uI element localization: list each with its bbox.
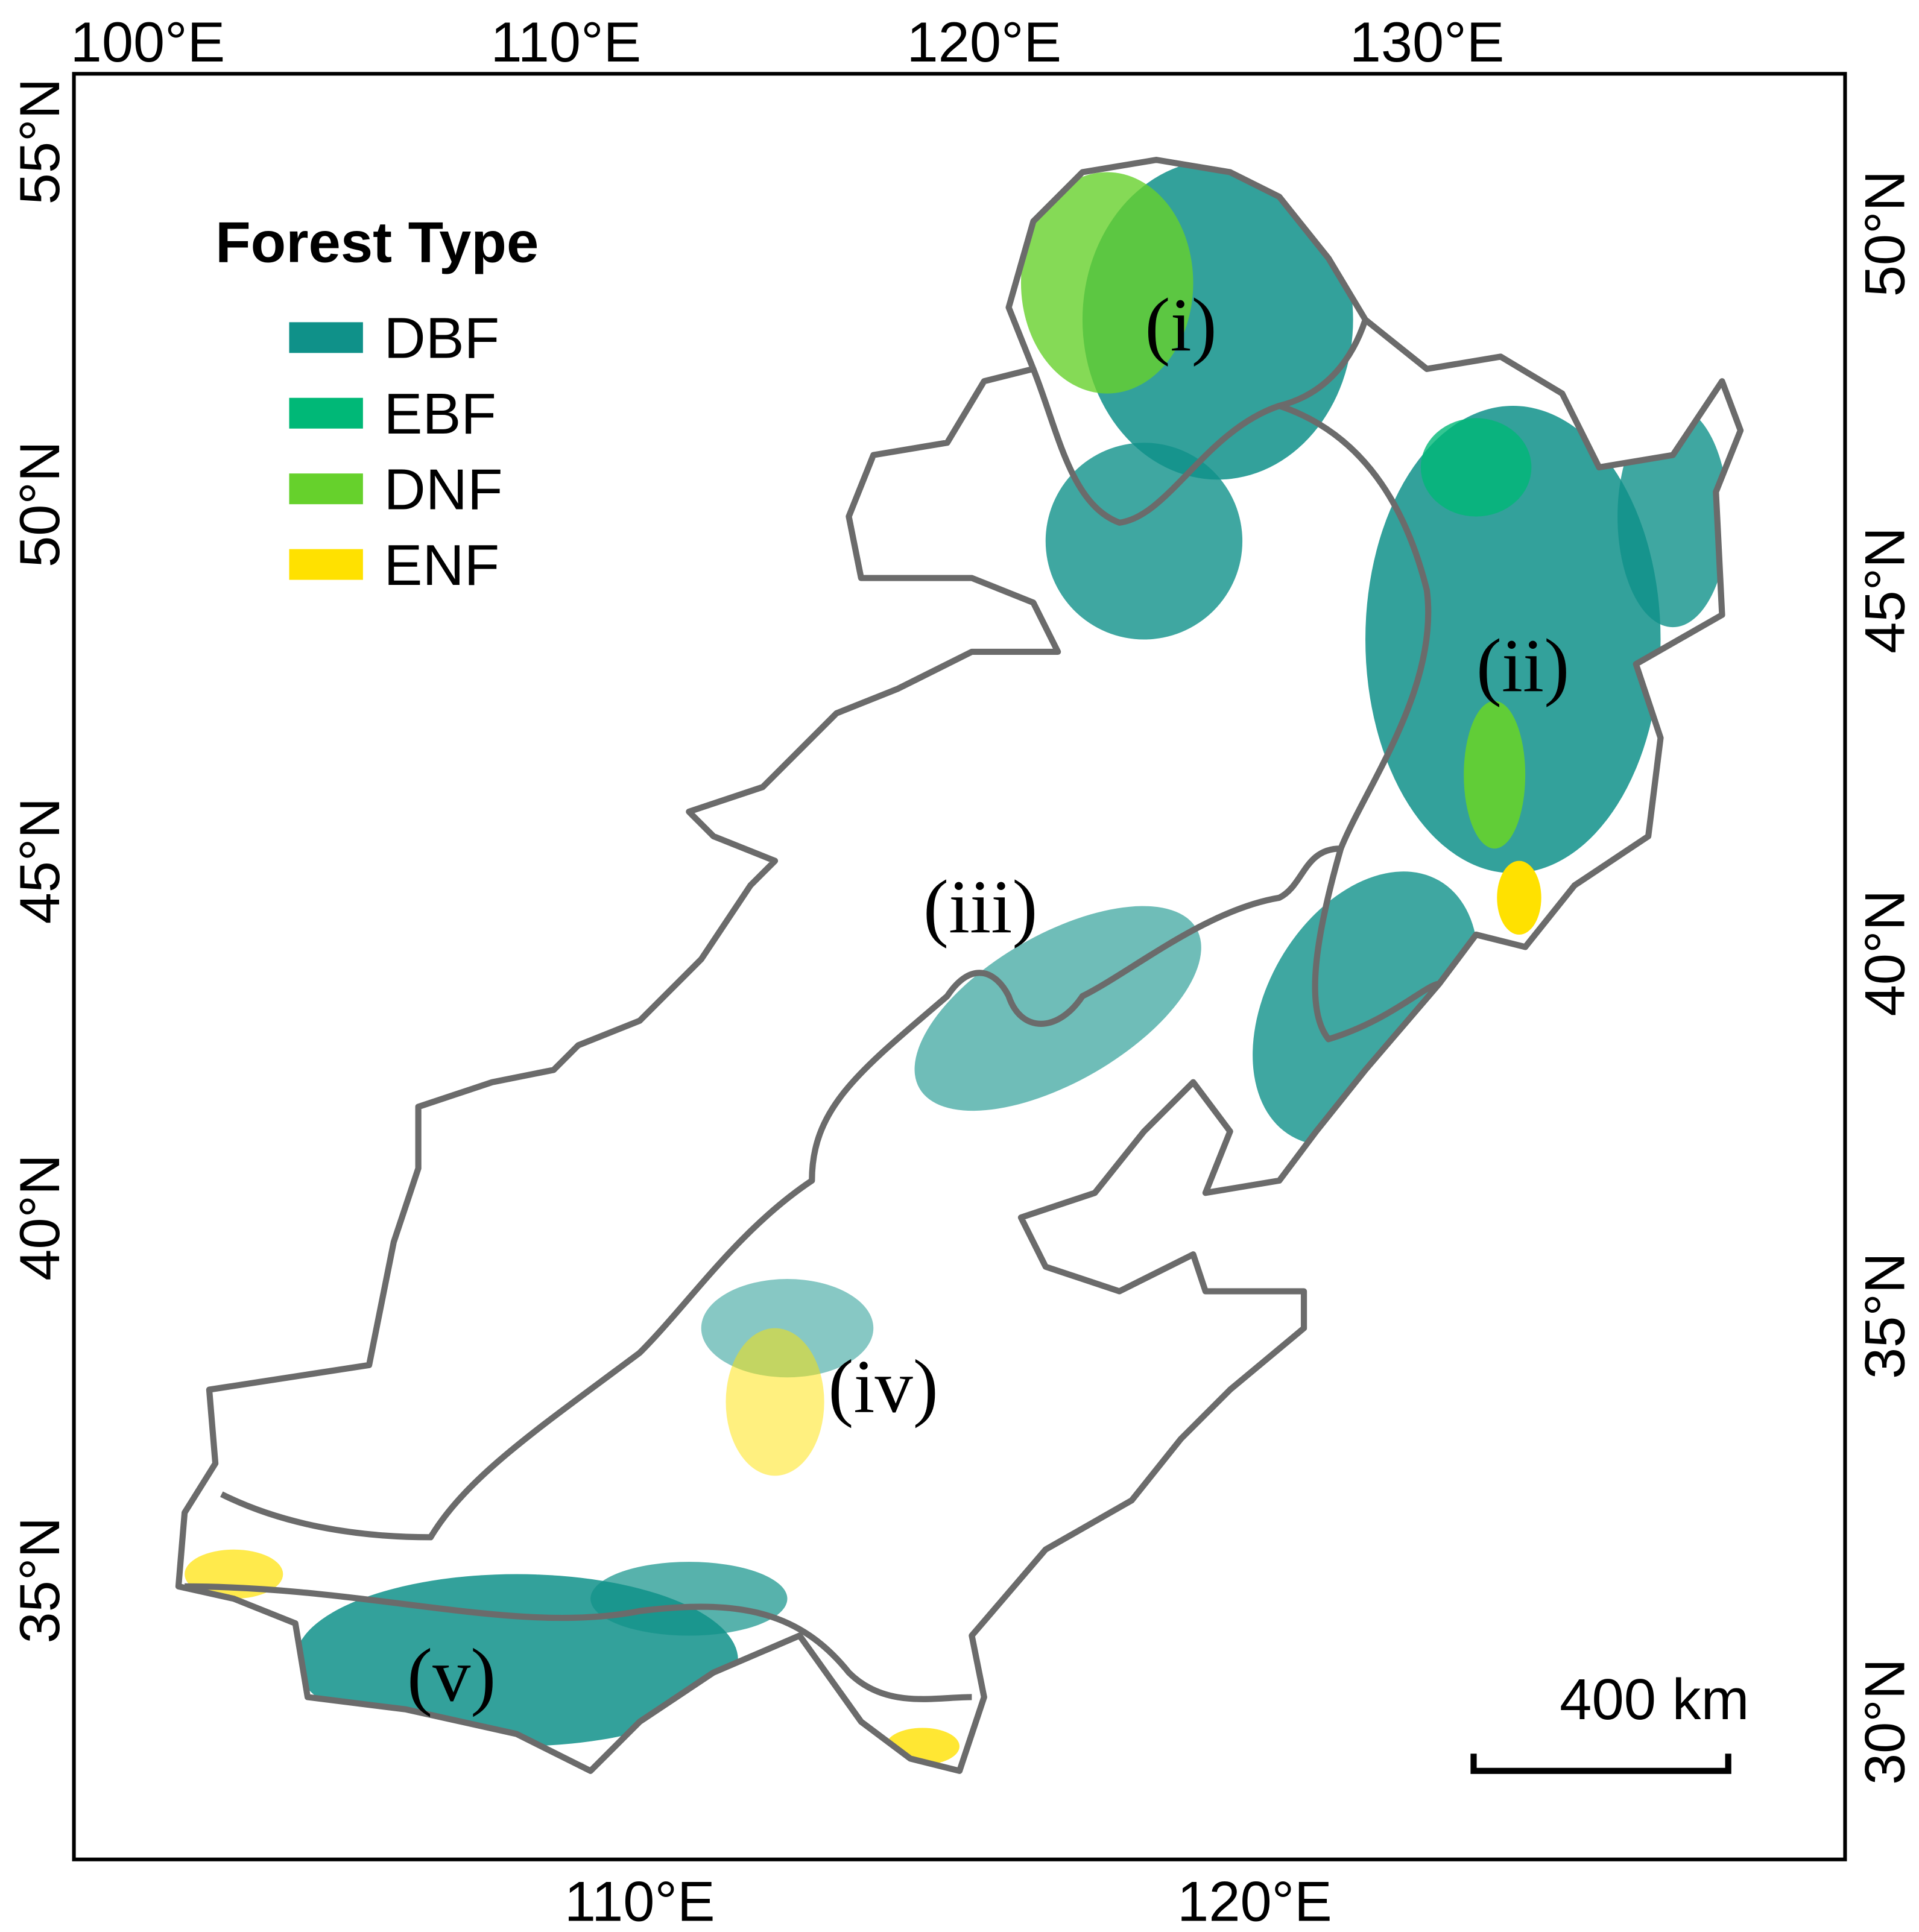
longitude-label: 110°E [491,10,642,74]
legend: Forest Type DBF EBF DNF ENF [215,210,539,597]
legend-swatch [289,397,363,429]
legend-swatch [289,549,363,580]
forest-patch [1497,860,1541,935]
legend-label: DBF [384,306,500,370]
latitude-label: 35°N [1853,1252,1916,1379]
forest-cover [185,160,1728,1765]
region-label: (v) [407,1634,496,1718]
region-label: (i) [1145,283,1216,367]
latitude-label: 30°N [1853,1658,1916,1785]
region-boundary [185,1583,972,1702]
legend-label: EBF [384,382,496,446]
longitude-label: 120°E [1177,1870,1332,1932]
latitude-label: 50°N [8,441,71,567]
longitude-label: 130°E [1350,10,1505,74]
legend-label: ENF [384,533,500,598]
region-boundary [220,403,1432,1541]
legend-title: Forest Type [215,210,539,274]
region-label: (iv) [828,1344,938,1428]
longitude-label: 100°E [71,10,226,74]
forest-patch [1365,406,1661,874]
longitude-label: 110°E [564,1870,715,1932]
scale-bar-label: 400 km [1560,1667,1749,1732]
forest-patch [726,1328,824,1476]
region-label: (iii) [923,865,1038,949]
legend-swatch [289,322,363,353]
forest-patch [1045,443,1243,640]
legend-swatch [289,473,363,505]
latitude-label: 55°N [8,78,71,205]
forest-patch [590,1562,788,1636]
forest-patch [914,906,1201,1111]
latitude-label: 45°N [8,798,71,924]
latitude-label: 40°N [1853,890,1916,1017]
region-label: (ii) [1476,623,1569,708]
forest-patch [1420,418,1532,517]
longitude-label: 120°E [907,10,1062,74]
axis-labels: 100°E 110°E 120°E 130°E 110°E 120°E 55°N 50°N 45… [8,10,1916,1932]
region-labels: (i) (ii) (iii) (iv) (v) [407,283,1569,1717]
latitude-label: 35°N [8,1517,71,1644]
region-boundary [1312,847,1440,1043]
latitude-label: 50°N [1853,171,1916,297]
forest-patch [1020,172,1193,394]
latitude-label: 45°N [1853,527,1916,654]
latitude-label: 40°N [8,1154,71,1281]
scale-bar-line [1470,1754,1731,1774]
map-frame [72,72,1847,1861]
forest-patch [1464,701,1526,849]
region-boundary [1030,318,1368,526]
scale-bar: 400 km [1470,1667,1749,1774]
legend-label: DNF [384,457,503,522]
